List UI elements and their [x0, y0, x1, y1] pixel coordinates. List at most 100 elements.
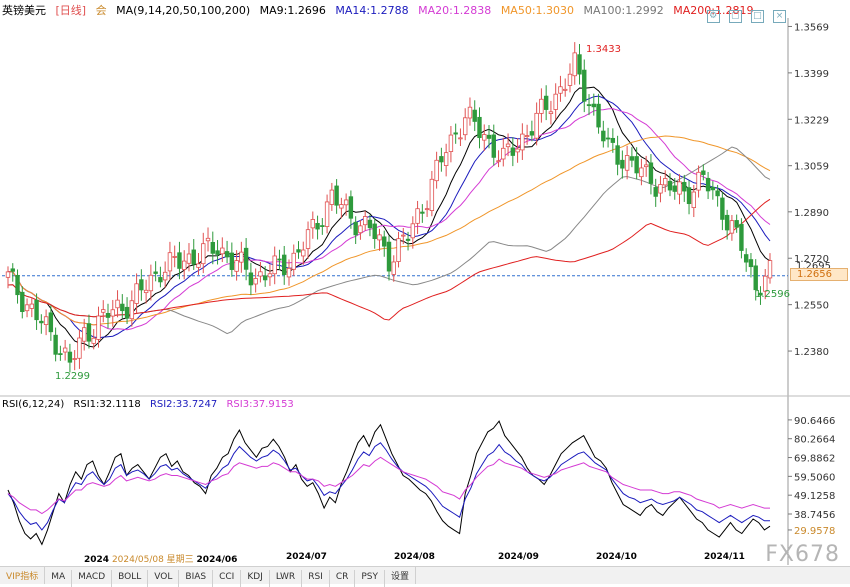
candle-body: [763, 275, 768, 292]
candle-body: [667, 180, 673, 191]
candle-body: [505, 143, 511, 148]
candle-body: [86, 323, 92, 342]
candle-body: [401, 234, 406, 237]
rsi-params: RSI(6,12,24): [2, 399, 65, 410]
candle-body: [310, 219, 315, 229]
candle-body: [496, 160, 501, 163]
candle-body: [134, 283, 139, 304]
candle-body: [424, 208, 430, 211]
candle-body: [553, 93, 558, 110]
tab-vip指标[interactable]: VIP指标: [0, 567, 46, 584]
candle-body: [110, 309, 115, 317]
candle-body: [434, 159, 439, 182]
ma9-value: MA9:1.2696: [259, 4, 326, 17]
candle-body: [605, 137, 611, 140]
candle-body: [472, 109, 477, 122]
candle-body: [148, 274, 154, 292]
rsi-axis-tick: 69.8862: [794, 454, 835, 465]
tab-psy[interactable]: PSY: [355, 570, 385, 587]
candle-body: [129, 300, 135, 320]
candle-body: [482, 134, 487, 141]
candle-body: [15, 274, 20, 296]
tab-macd[interactable]: MACD: [72, 570, 113, 587]
rsi-axis-tick: 49.1258: [794, 491, 835, 502]
ma100-value: MA100:1.2992: [583, 4, 664, 17]
candle-body: [491, 134, 496, 158]
candle-body: [705, 177, 711, 192]
candle-body: [567, 73, 573, 86]
ma50-value: MA50:1.3030: [500, 4, 575, 17]
price-axis-tick: 1.3569: [794, 22, 829, 33]
tab-cr[interactable]: CR: [330, 570, 356, 587]
candle-body: [610, 137, 616, 143]
price-axis-tick: 1.2550: [794, 301, 829, 312]
tab-rsi[interactable]: RSI: [302, 570, 330, 587]
candle-body: [648, 162, 654, 184]
maximize-icon[interactable]: □: [750, 10, 764, 23]
candle-body: [101, 309, 106, 313]
candle-body: [201, 243, 206, 265]
candle-body: [62, 347, 68, 353]
candle-body: [29, 303, 35, 309]
candle-body: [272, 255, 277, 275]
settings-icon[interactable]: ⚙: [706, 10, 720, 23]
candle-body: [539, 98, 544, 114]
tab-kdj[interactable]: KDJ: [241, 570, 270, 587]
restore-icon[interactable]: ▢: [728, 10, 742, 23]
candle-body: [105, 313, 111, 318]
tab-设置[interactable]: 设置: [385, 567, 417, 584]
candle-body: [39, 320, 44, 324]
tab-bias[interactable]: BIAS: [179, 570, 214, 587]
candle-body: [329, 189, 335, 205]
candle-body: [96, 315, 101, 340]
tab-lwr[interactable]: LWR: [270, 570, 303, 587]
lock-icon[interactable]: 会: [95, 4, 107, 17]
candle-body: [710, 186, 716, 191]
time-label-2024-11: 2024/11: [704, 552, 745, 562]
rsi1-line: [7, 420, 771, 546]
candle-body: [629, 156, 635, 161]
candle-body: [120, 303, 125, 312]
tab-vol[interactable]: VOL: [148, 570, 180, 587]
candle-body: [653, 187, 658, 197]
rsi2-value: RSI2:33.7247: [149, 399, 218, 410]
candle-body: [286, 267, 292, 278]
candle-body: [558, 86, 563, 94]
candle-body: [620, 159, 625, 169]
current-price-tag: 1.2656: [790, 268, 848, 281]
candle-body: [353, 221, 358, 236]
candle-body: [582, 69, 587, 102]
candle-body: [153, 271, 158, 274]
annotation-low2: 1.2596: [755, 289, 790, 300]
candle-body: [601, 130, 606, 142]
candle-body: [67, 351, 73, 363]
candle-body: [720, 197, 725, 220]
rsi-axis-tick: 80.2664: [794, 435, 835, 446]
candle-body: [267, 273, 273, 278]
window-controls: ⚙ ▢ □ ×: [703, 3, 786, 23]
period-label[interactable]: [日线]: [55, 4, 87, 17]
symbol-name: 英镑美元: [2, 4, 46, 17]
tab-cci[interactable]: CCI: [213, 570, 242, 587]
indicator-tabs: VIP指标 MA MACD BOLL VOL BIAS CCI KDJ LWR RSI CR PSY 设…: [0, 566, 850, 587]
candle-body: [643, 164, 649, 168]
candle-body: [715, 190, 720, 197]
candle-body: [315, 223, 320, 230]
candle-body: [524, 135, 530, 137]
candle-body: [305, 229, 311, 249]
tab-ma[interactable]: MA: [45, 570, 73, 587]
rsi-axis-tick: 38.7456: [794, 510, 835, 521]
close-icon[interactable]: ×: [773, 10, 786, 23]
tab-boll[interactable]: BOLL: [112, 570, 149, 587]
price-axis-tick: 1.2380: [794, 347, 829, 358]
rsi-axis-tick: 90.6466: [794, 416, 835, 427]
candle-body: [139, 279, 144, 291]
candle-body: [477, 116, 482, 139]
watermark-logo: FX678: [765, 542, 840, 567]
candle-body: [239, 251, 244, 263]
candle-body: [729, 220, 735, 234]
time-label-2024-07: 2024/07: [286, 552, 327, 562]
candle-body: [443, 152, 449, 166]
candle-body: [448, 134, 454, 152]
